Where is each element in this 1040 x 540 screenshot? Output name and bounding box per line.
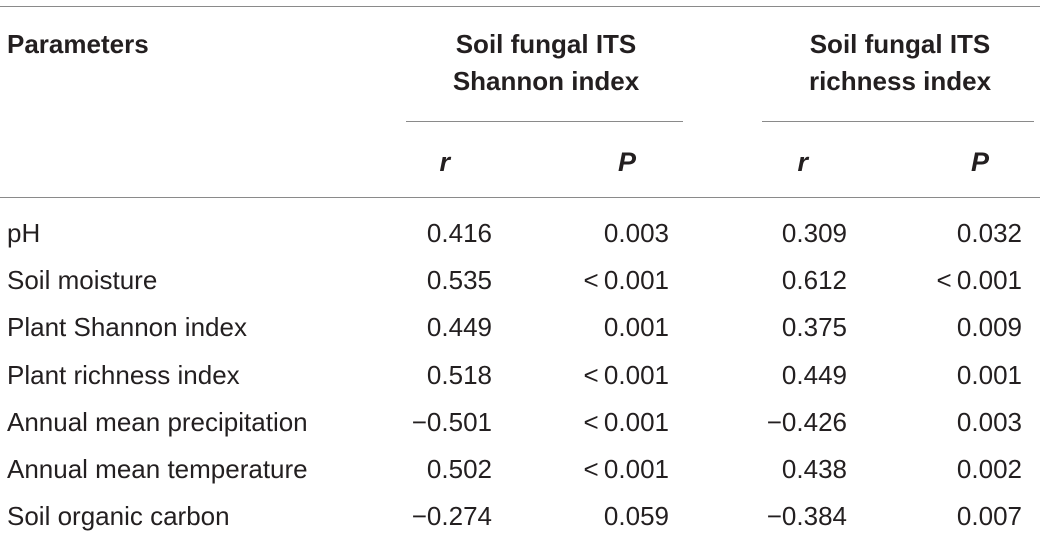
- parameter-label: Annual mean temperature: [7, 454, 308, 484]
- table-row: Annual mean precipitation −0.501 < 0.001…: [0, 399, 1040, 446]
- table-row: Soil organic carbon −0.274 0.059 −0.384 …: [0, 493, 1040, 540]
- shannon-r-value: 0.416: [426, 218, 492, 248]
- richness-p-value: < 0.001: [936, 265, 1022, 295]
- richness-r-value: 0.438: [781, 454, 847, 484]
- richness-r-value: 0.449: [781, 360, 847, 390]
- group-rule-richness: [762, 121, 1034, 122]
- parameter-label: Plant richness index: [7, 360, 240, 390]
- group-header-shannon: Soil fungal ITS Shannon index: [406, 26, 686, 100]
- richness-p-value: 0.032: [956, 218, 1022, 248]
- group-header-richness-line2: richness index: [808, 66, 992, 96]
- shannon-p-value: < 0.001: [583, 407, 669, 437]
- subheader-p-shannon: P: [617, 147, 636, 177]
- group-header-richness: Soil fungal ITS richness index: [758, 26, 1040, 100]
- richness-p-value: 0.009: [956, 312, 1022, 342]
- shannon-r-value: 0.449: [426, 312, 492, 342]
- table-top-rule: [0, 6, 1040, 7]
- header-parameters: Parameters: [7, 29, 149, 59]
- table-row: Soil moisture 0.535 < 0.001 0.612 < 0.00…: [0, 257, 1040, 304]
- group-rule-shannon: [406, 121, 683, 122]
- shannon-p-value: < 0.001: [583, 454, 669, 484]
- group-header-shannon-line2: Shannon index: [452, 66, 640, 96]
- shannon-r-value: 0.518: [426, 360, 492, 390]
- shannon-p-value: 0.059: [603, 501, 669, 531]
- richness-p-value: 0.003: [956, 407, 1022, 437]
- richness-r-value: 0.375: [781, 312, 847, 342]
- shannon-r-value: −0.501: [411, 407, 492, 437]
- parameter-label: Plant Shannon index: [7, 312, 247, 342]
- richness-p-value: 0.001: [956, 360, 1022, 390]
- table-row: Plant Shannon index 0.449 0.001 0.375 0.…: [0, 304, 1040, 351]
- richness-p-value: 0.002: [956, 454, 1022, 484]
- shannon-r-value: 0.535: [426, 265, 492, 295]
- table-row: Annual mean temperature 0.502 < 0.001 0.…: [0, 446, 1040, 493]
- parameter-label: Soil moisture: [7, 265, 158, 295]
- parameter-label: Soil organic carbon: [7, 501, 230, 531]
- richness-r-value: 0.309: [781, 218, 847, 248]
- shannon-r-value: −0.274: [411, 501, 492, 531]
- shannon-r-value: 0.502: [426, 454, 492, 484]
- header-bottom-rule: [0, 197, 1040, 198]
- richness-r-value: −0.426: [766, 407, 847, 437]
- parameter-label: Annual mean precipitation: [7, 407, 308, 437]
- parameter-label: pH: [7, 218, 41, 248]
- subheader-r-shannon: r: [439, 147, 450, 177]
- group-header-richness-line1: Soil fungal ITS: [809, 29, 991, 59]
- table-row: Plant richness index 0.518 < 0.001 0.449…: [0, 352, 1040, 399]
- group-header-shannon-line1: Soil fungal ITS: [455, 29, 637, 59]
- table-row: pH 0.416 0.003 0.309 0.032: [0, 210, 1040, 257]
- richness-r-value: 0.612: [781, 265, 847, 295]
- shannon-p-value: 0.001: [603, 312, 669, 342]
- subheader-p-richness: P: [970, 147, 989, 177]
- shannon-p-value: 0.003: [603, 218, 669, 248]
- shannon-p-value: < 0.001: [583, 265, 669, 295]
- subheader-r-richness: r: [797, 147, 808, 177]
- richness-r-value: −0.384: [766, 501, 847, 531]
- shannon-p-value: < 0.001: [583, 360, 669, 390]
- richness-p-value: 0.007: [956, 501, 1022, 531]
